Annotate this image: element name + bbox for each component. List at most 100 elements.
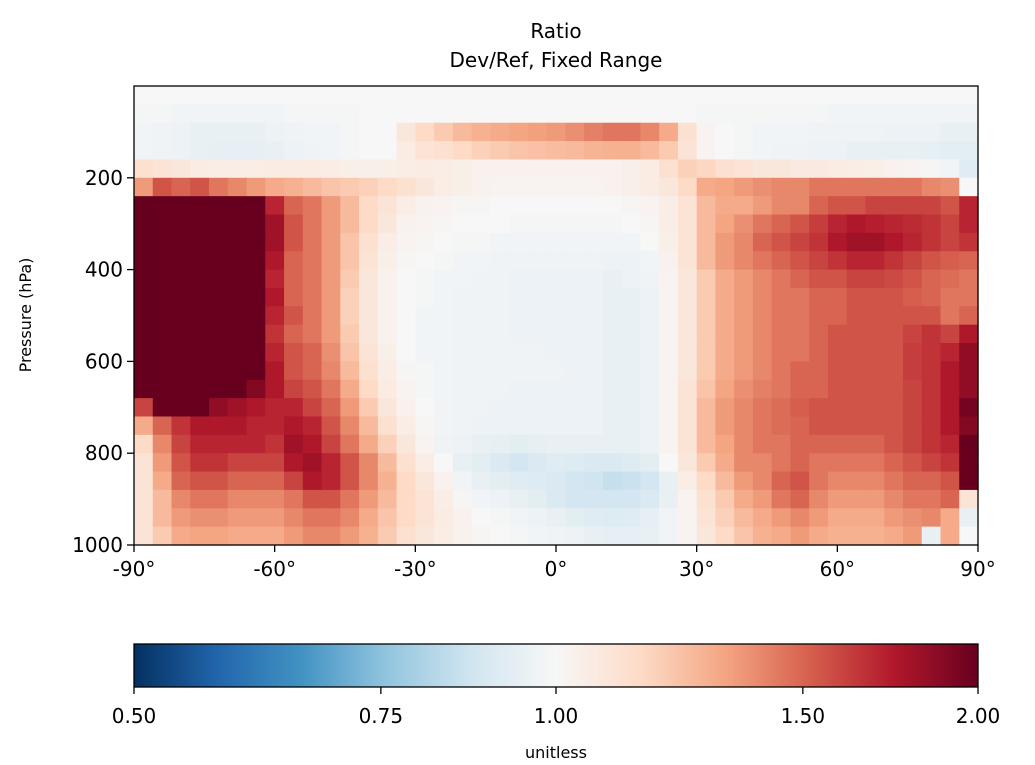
heatmap-cell [284,141,304,161]
heatmap-cell [302,196,323,216]
heatmap-cell [209,306,229,326]
heatmap-cell [359,196,379,216]
heatmap-cell [490,251,510,271]
heatmap-cell [152,141,173,161]
heatmap-cell [265,196,285,216]
heatmap-cell [490,489,510,509]
heatmap-cell [734,508,754,528]
heatmap-cell [134,86,154,105]
heatmap-cell [377,159,398,179]
heatmap-cell [284,526,304,546]
heatmap-cell [415,416,435,436]
heatmap-cell [434,324,454,344]
heatmap-cell [921,177,942,197]
heatmap-cell [565,86,585,105]
heatmap-cell [959,453,979,473]
heatmap-cell [227,434,248,454]
heatmap-cell [490,196,510,216]
heatmap-cell [659,416,679,436]
heatmap-cell [921,306,942,326]
heatmap-cell [865,269,885,289]
heatmap-cell [602,508,623,528]
heatmap-cell [846,526,867,546]
heatmap-cell [284,434,304,454]
heatmap-cell [321,324,341,344]
heatmap-cell [396,269,416,289]
heatmap-cell [621,361,641,381]
heatmap-cell [884,177,904,197]
heatmap-cell [565,398,585,418]
heatmap-cell [959,122,979,142]
heatmap-cell [527,86,548,105]
heatmap-cell [940,251,960,271]
heatmap-cell [340,526,360,546]
heatmap-cell [134,104,154,124]
heatmap-cell [565,122,585,142]
heatmap-cell [884,159,904,179]
heatmap-cell [696,141,717,161]
heatmap-cell [715,343,735,362]
heatmap-cell [621,416,641,436]
heatmap-cell [509,122,529,142]
heatmap-cell [959,196,979,216]
heatmap-cell [659,361,679,381]
heatmap-cell [621,214,641,234]
heatmap-cell [771,196,792,216]
heatmap-cell [209,159,229,179]
heatmap-cell [827,196,848,216]
heatmap-cell [659,508,679,528]
heatmap-cell [284,398,304,418]
heatmap-cell [846,343,867,362]
heatmap-cell [227,232,248,252]
heatmap-cell [509,324,529,344]
heatmap-cell [602,122,623,142]
heatmap-cell [509,287,529,307]
heatmap-cell [377,306,398,326]
heatmap-cell [621,196,641,216]
heatmap-cell [434,86,454,105]
heatmap-cell [509,434,529,454]
heatmap-cell [790,214,810,234]
heatmap-cell [340,361,360,381]
heatmap-cell [621,453,641,473]
heatmap-cell [265,177,285,197]
heatmap-cell [696,177,717,197]
heatmap-cell [677,86,698,105]
heatmap-cell [771,232,792,252]
heatmap-cell [602,434,623,454]
heatmap-cell [940,141,960,161]
heatmap-cell [171,361,191,381]
heatmap-cell [771,471,792,491]
heatmap-cell [246,489,266,509]
heatmap-cell [546,361,566,381]
heatmap-cell [584,104,604,124]
heatmap-cell [809,398,829,418]
heatmap-cell [546,379,566,399]
heatmap-cell [190,361,210,381]
heatmap-cell [377,141,398,161]
colorbar [134,644,978,687]
heatmap-cell [846,269,867,289]
heatmap-cell [302,104,323,124]
heatmap-cell [509,306,529,326]
heatmap-cell [209,196,229,216]
heatmap-cell [902,508,923,528]
heatmap-cell [921,489,942,509]
heatmap-cell [959,287,979,307]
heatmap-cell [396,453,416,473]
heatmap-cell [809,508,829,528]
heatmap-cell [359,526,379,546]
heatmap-cell [790,324,810,344]
heatmap-cell [790,159,810,179]
heatmap-cell [302,416,323,436]
heatmap-cell [509,343,529,362]
heatmap-cell [584,416,604,436]
heatmap-cell [452,177,473,197]
heatmap-cell [509,141,529,161]
heatmap-cell [771,214,792,234]
heatmap-cell [546,251,566,271]
heatmap-cell [152,508,173,528]
heatmap-cell [771,141,792,161]
heatmap-cell [565,141,585,161]
heatmap-cell [696,251,717,271]
